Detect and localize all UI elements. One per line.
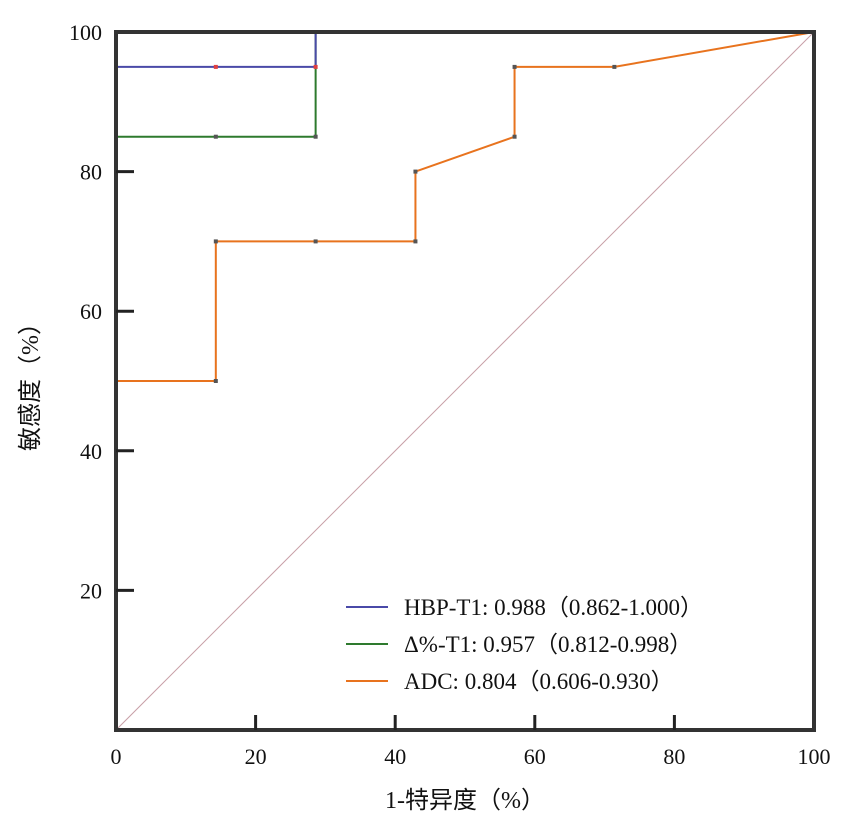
x-tick-label: 40 bbox=[384, 744, 406, 769]
data-point bbox=[612, 64, 617, 69]
x-tick-label: 80 bbox=[663, 744, 685, 769]
data-point bbox=[213, 64, 218, 69]
data-point bbox=[313, 64, 318, 69]
data-point bbox=[213, 134, 218, 139]
data-point bbox=[313, 239, 318, 244]
x-tick-label: 60 bbox=[524, 744, 546, 769]
plot-frame bbox=[114, 30, 816, 732]
x-axis-title: 1-特异度（%） bbox=[385, 787, 545, 814]
data-point bbox=[413, 239, 418, 244]
reference-diagonal bbox=[115, 31, 815, 731]
y-tick-label: 100 bbox=[69, 20, 102, 45]
plot-border bbox=[114, 30, 816, 732]
legend-label: HBP-T1: 0.988（0.862-1.000） bbox=[404, 595, 703, 620]
data-point bbox=[313, 134, 318, 139]
legend: HBP-T1: 0.988（0.862-1.000） Δ%-T1: 0.957（0… bbox=[346, 595, 703, 694]
data-point bbox=[213, 379, 218, 383]
y-tick-label: 40 bbox=[80, 439, 102, 464]
data-point bbox=[413, 169, 418, 174]
data-point bbox=[512, 64, 517, 69]
x-tick-label: 100 bbox=[798, 744, 831, 769]
y-axis-title: 敏感度（%） bbox=[17, 311, 44, 451]
y-tick-label: 60 bbox=[80, 299, 102, 324]
x-tick-label: 0 bbox=[111, 744, 122, 769]
data-point bbox=[213, 239, 218, 244]
y-tick-label: 80 bbox=[80, 160, 102, 185]
data-point bbox=[512, 134, 517, 139]
legend-label: Δ%-T1: 0.957（0.812-0.998） bbox=[404, 632, 692, 657]
x-tick-label: 20 bbox=[245, 744, 267, 769]
legend-label: ADC: 0.804（0.606-0.930） bbox=[404, 669, 674, 694]
y-tick-label: 20 bbox=[80, 578, 102, 603]
